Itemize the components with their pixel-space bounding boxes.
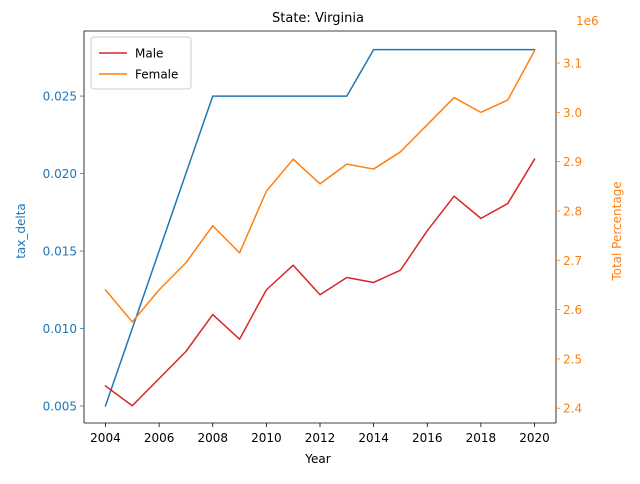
x-tick-label: 2012 [305,431,336,445]
right-tick-label: 2.9 [563,155,582,169]
right-tick-label: 3.1 [563,57,582,71]
right-tick-label: 2.5 [563,352,582,366]
series-line-female [104,49,536,323]
series-line-tax-delta [104,48,536,407]
x-tick-label: 2008 [197,431,228,445]
axes: 2004 2006 2008 2010 2012 2014 2016 2018 2020 0.00… [43,30,582,445]
x-tick-label: 2020 [519,431,550,445]
left-tick-label: 0.010 [43,322,77,336]
legend-label-male: Male [135,47,163,61]
x-tick-label: 2016 [412,431,443,445]
legend-label-female: Female [135,68,178,82]
x-tick-label: 2010 [251,431,282,445]
right-axis-label: Total Percentage [610,181,624,281]
left-tick-label: 0.015 [43,245,77,259]
right-axis-multiplier: 1e6 [576,14,599,28]
x-axis-label: Year [304,452,330,466]
x-tick-label: 2004 [90,431,121,445]
x-tick-label: 2014 [358,431,389,445]
right-tick-label: 3.0 [563,106,582,120]
left-tick-label: 0.005 [43,399,77,413]
right-tick-label: 2.4 [563,402,582,416]
legend: Male Female [90,36,192,90]
right-tick-label: 2.6 [563,303,582,317]
left-tick-label: 0.025 [43,90,77,104]
legend-box [90,36,192,90]
left-axis-label: tax_delta [14,203,28,259]
x-tick-label: 2006 [144,431,175,445]
right-tick-label: 2.8 [563,204,582,218]
chart-title: State: Virginia [272,11,364,26]
x-tick-label: 2018 [466,431,497,445]
right-tick-label: 2.7 [563,254,582,268]
series-line-male [104,158,536,407]
left-tick-label: 0.020 [43,167,77,181]
plot-lines [104,48,536,407]
